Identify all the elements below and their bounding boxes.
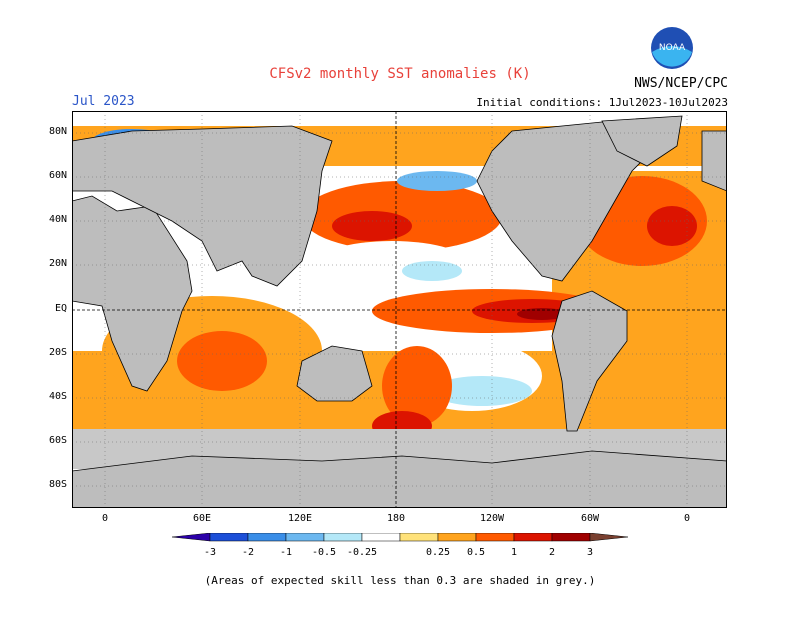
agency-label: NWS/NCEP/CPC xyxy=(634,76,728,91)
y-tick-label: EQ xyxy=(54,303,67,314)
x-tick-label: 60W xyxy=(580,513,600,524)
legend-swatch xyxy=(361,533,401,542)
y-tick-label: 60S xyxy=(48,435,67,446)
legend-label: -2 xyxy=(242,547,254,558)
x-tick-label: 0 xyxy=(683,513,691,524)
legend-swatch xyxy=(171,533,211,542)
x-tick-label: 120W xyxy=(479,513,505,524)
legend-label: -0.25 xyxy=(347,547,377,558)
y-tick-label: 20N xyxy=(48,258,67,269)
initial-conditions: Initial conditions: 1Jul2023-10Jul2023 xyxy=(476,96,728,109)
y-tick-label: 80S xyxy=(48,479,67,490)
y-tick-label: 20S xyxy=(48,347,67,358)
x-tick-label: 0 xyxy=(101,513,109,524)
map-title: CFSv2 monthly SST anomalies (K) xyxy=(269,66,531,82)
x-tick-label: 120E xyxy=(287,513,313,524)
x-tick-label: 60E xyxy=(192,513,212,524)
legend-label: 2 xyxy=(549,547,555,558)
legend-swatch xyxy=(285,533,325,542)
skill-note: (Areas of expected skill less than 0.3 a… xyxy=(204,574,596,587)
legend-label: 0.25 xyxy=(426,547,450,558)
legend-swatch xyxy=(437,533,477,542)
legend-swatch xyxy=(475,533,515,542)
color-legend: -3 -2 -1 -0.5 -0.25 0.25 0.5 1 2 3 xyxy=(171,533,629,558)
y-tick-label: 40S xyxy=(48,391,67,402)
legend-swatch xyxy=(513,533,553,542)
y-tick-label: 40N xyxy=(48,214,67,225)
legend-swatch xyxy=(589,533,629,542)
map-frame xyxy=(72,111,727,508)
legend-label: -3 xyxy=(204,547,216,558)
legend-label: -1 xyxy=(280,547,292,558)
y-tick-label: 80N xyxy=(48,126,67,137)
legend-label: 1 xyxy=(511,547,517,558)
forecast-month: Jul 2023 xyxy=(72,94,135,109)
legend-swatch xyxy=(551,533,591,542)
reference-lines xyxy=(72,111,727,508)
land-masses xyxy=(72,115,727,508)
legend-label: 0.5 xyxy=(467,547,485,558)
noaa-logo: NOAA xyxy=(651,27,693,69)
legend-swatch xyxy=(399,533,439,542)
legend-label: 3 xyxy=(587,547,593,558)
legend-label: -0.5 xyxy=(312,547,336,558)
x-tick-label: 180 xyxy=(386,513,406,524)
legend-swatch xyxy=(323,533,363,542)
legend-swatch xyxy=(247,533,287,542)
sst-anomaly-map xyxy=(72,111,727,508)
legend-swatch xyxy=(209,533,249,542)
y-tick-label: 60N xyxy=(48,170,67,181)
logo-text: NOAA xyxy=(659,43,686,53)
